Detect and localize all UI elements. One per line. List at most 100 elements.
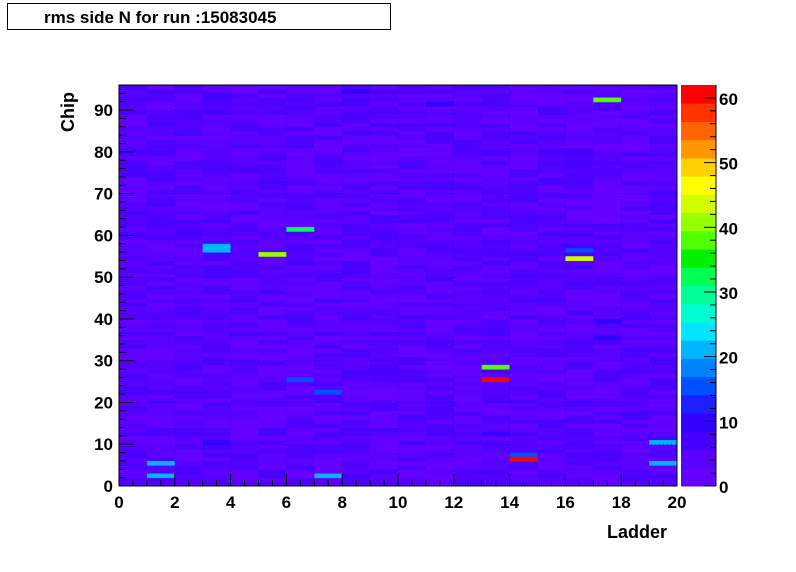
heatmap-cell [649,381,678,387]
heatmap-cell [202,343,232,349]
y-tick-label: 10 [94,435,113,454]
heatmap-cell [370,268,399,274]
heatmap-cell [370,431,399,437]
heatmap-cell [146,410,176,416]
heatmap-cell [202,285,232,291]
heatmap-cell [119,440,148,445]
heatmap-cell [453,151,483,157]
heatmap-cell [202,360,232,366]
heatmap-cell [649,327,678,332]
heatmap-cell [621,460,650,466]
heatmap-cell [649,93,678,99]
heatmap-cell [258,373,287,378]
heatmap-cell [621,414,650,420]
heatmap-cell [481,460,511,466]
heatmap-cell [230,143,259,149]
heatmap-cell [202,151,232,157]
heatmap-cell [565,268,594,274]
heatmap-cell [621,264,650,270]
heatmap-cell [286,423,315,429]
y-axis-title: Chip [58,92,78,132]
heatmap-cell [258,89,287,94]
heatmap-cell [258,385,287,391]
heatmap-cell [425,185,455,190]
heatmap-cell [230,118,259,124]
heatmap-cell [314,477,343,483]
x-tick-label: 20 [668,493,687,512]
heatmap-cell [202,197,232,203]
heatmap-cell [230,147,259,153]
heatmap-cell [398,389,427,395]
heatmap-cell [286,298,315,303]
x-axis: 0 2 4 6 8 10 12 14 16 18 20 [114,474,686,512]
heatmap-cell [398,419,427,424]
heatmap-cell [481,172,511,178]
heatmap-cell [174,444,204,449]
heatmap-cell [119,394,148,399]
heatmap-cell [146,268,176,274]
heatmap-cell [398,339,427,345]
heatmap-cell [649,143,678,149]
heatmap-cell [286,156,315,161]
colorbar-step [681,321,716,341]
heatmap-cell [342,268,371,274]
heatmap-cell [593,277,622,282]
heatmap-cell [453,414,483,420]
heatmap-cell [649,210,678,215]
heatmap-cell [370,206,399,211]
colorbar-step [681,103,716,122]
heatmap-cell [398,139,427,144]
heatmap-cell [593,164,622,170]
heatmap-cell [481,456,511,462]
heatmap-cell [286,394,315,399]
heatmap-cell [537,156,566,161]
heatmap-cell [230,168,259,174]
title-box: rms side N for run :15083045 [7,3,391,30]
heatmap-cell [202,277,232,282]
heatmap-cell [649,448,678,454]
heatmap-cell [174,377,204,383]
heatmap-cell [398,460,427,466]
heatmap-cell [453,139,483,144]
heatmap-cell [314,151,343,157]
heatmap-cell [342,452,371,458]
heatmap-cell [537,423,566,429]
heatmap-cell [481,260,511,266]
heatmap-cell [202,85,232,90]
heatmap-cell [593,402,622,408]
heatmap-cell [453,256,483,261]
heatmap-cell [146,168,176,174]
heatmap-cell [370,440,399,445]
heatmap-cell [202,260,232,266]
heatmap-cell [174,419,204,424]
heatmap-cell [398,272,427,278]
heatmap-cell [398,369,427,374]
heatmap-cell [565,423,594,429]
heatmap-cell [537,210,566,215]
heatmap-cell [314,310,343,316]
heatmap-cell [286,239,315,245]
heatmap-cell [286,139,315,144]
heatmap-cell [174,130,204,136]
heatmap-cell [230,419,259,424]
heatmap-cell [286,327,315,332]
heatmap-cell [481,139,511,144]
x-tick-label: 18 [612,493,631,512]
heatmap-cell [286,97,315,103]
heatmap-cell [453,210,483,215]
heatmap-hot-cell [621,410,650,416]
heatmap-hot-cell [649,473,677,479]
heatmap-cell [425,373,455,378]
heatmap-cell [509,352,538,358]
heatmap-cell [565,427,594,433]
heatmap-cell [565,398,594,403]
heatmap-cell [649,419,678,424]
heatmap-cell [621,201,650,207]
heatmap-cell [342,431,371,437]
heatmap-cell [286,406,315,412]
heatmap-cell [370,410,399,416]
heatmap-cell [537,465,566,470]
heatmap-cell [342,373,371,378]
heatmap-cell [537,143,566,149]
heatmap-cell [649,469,678,474]
